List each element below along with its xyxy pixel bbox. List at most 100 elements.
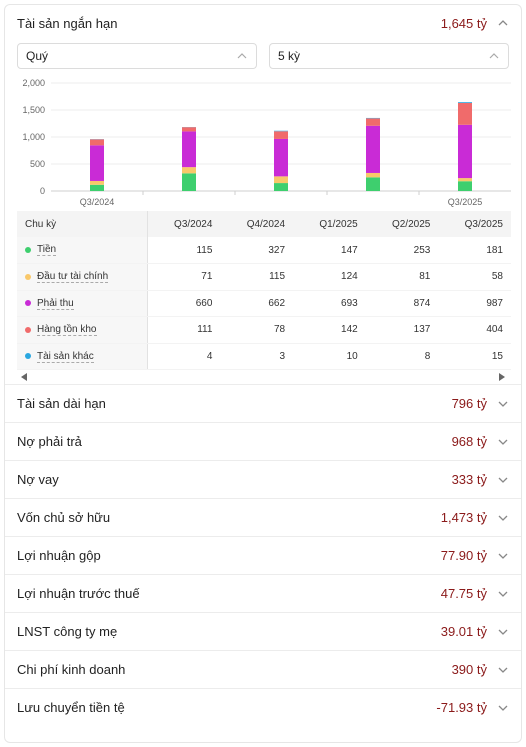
bar-segment	[90, 180, 104, 185]
table-row: Phải thu 660 662 693 874 987	[17, 290, 511, 317]
x-tick-label: Q3/2024	[80, 197, 115, 207]
row-label[interactable]: Hàng tồn kho	[37, 324, 97, 337]
section-value: 333 tỷ	[451, 472, 487, 487]
bar-segment	[90, 139, 104, 146]
section-title: Tài sản ngắn hạn	[17, 15, 118, 31]
table-cell: 10	[293, 343, 366, 370]
row-label[interactable]: Tiền	[37, 244, 57, 257]
table-cell: 3	[220, 343, 294, 370]
period-select-value: Quý	[26, 49, 49, 63]
row-label[interactable]: Phải thu	[37, 297, 74, 310]
y-tick-label: 500	[30, 159, 45, 169]
section-header[interactable]: Nợ vay 333 tỷ	[5, 460, 521, 498]
chevron-down-icon[interactable]	[497, 626, 509, 638]
chevron-down-icon[interactable]	[497, 512, 509, 524]
bar-segment	[458, 181, 472, 191]
section-value: -71.93 tỷ	[436, 700, 487, 715]
section-title: LNST công ty mẹ	[17, 624, 118, 639]
section-value: 390 tỷ	[451, 662, 487, 677]
section-value: 1,473 tỷ	[440, 510, 487, 525]
bar-segment	[182, 167, 196, 174]
chevron-down-icon[interactable]	[497, 702, 509, 714]
bar-segment	[274, 176, 288, 184]
bar-segment	[366, 177, 380, 191]
bar-segment	[182, 173, 196, 191]
section-header[interactable]: Lợi nhuận gộp 77.90 tỷ	[5, 536, 521, 574]
table-cell: 327	[220, 237, 294, 264]
section-title: Vốn chủ sở hữu	[17, 510, 111, 525]
legend-dot-icon	[25, 300, 31, 307]
section-header[interactable]: Chi phí kinh doanh 390 tỷ	[5, 650, 521, 688]
table-cell: 660	[146, 290, 221, 317]
section-value: 39.01 tỷ	[440, 624, 487, 639]
bar-segment	[366, 125, 380, 173]
scroll-left-icon[interactable]	[21, 373, 27, 381]
table-cell: 81	[365, 263, 439, 291]
chart-svg: 0 500 1,000 1,500 2,000 Q3/2024 Q3/2025	[22, 78, 511, 207]
table-row: Tiền 115 327 147 253 181	[17, 237, 511, 264]
section-header[interactable]: Tài sản dài hạn 796 tỷ	[5, 384, 521, 422]
chevron-down-icon[interactable]	[497, 664, 509, 676]
section-title: Lưu chuyển tiền tệ	[17, 700, 125, 715]
row-label[interactable]: Đầu tư tài chính	[37, 271, 109, 284]
table-cell: 137	[365, 316, 439, 344]
table-header-row: Chu kỳ Q3/2024 Q4/2024 Q1/2025 Q2/2025 Q3/20…	[17, 211, 511, 237]
table-cell: 147	[293, 237, 366, 264]
section-title: Lợi nhuận gộp	[17, 548, 101, 563]
section-value: 77.90 tỷ	[440, 548, 487, 563]
chevron-down-icon[interactable]	[497, 550, 509, 562]
table-header-col: Q4/2024	[220, 211, 294, 237]
bar-segment	[458, 178, 472, 182]
section-header[interactable]: Lợi nhuận trước thuế 47.75 tỷ	[5, 574, 521, 612]
table-row: Đầu tư tài chính 71 115 124 81 58	[17, 263, 511, 291]
chevron-down-icon[interactable]	[497, 436, 509, 448]
table-cell: 693	[293, 290, 366, 317]
table-cell: 404	[438, 316, 511, 344]
chevron-down-icon[interactable]	[497, 588, 509, 600]
bar-segment	[182, 131, 196, 168]
table-header-label: Chu kỳ	[17, 211, 147, 237]
section-header-short-term-assets[interactable]: Tài sản ngắn hạn 1,645 tỷ	[5, 5, 521, 41]
bar-segment	[274, 130, 288, 132]
section-value: 47.75 tỷ	[440, 586, 487, 601]
y-tick-label: 1,000	[22, 132, 45, 142]
bar-segment	[274, 138, 288, 177]
count-select-value: 5 kỳ	[278, 49, 301, 63]
table-cell: 142	[293, 316, 366, 344]
y-tick-label: 0	[40, 186, 45, 196]
bar-segment	[182, 127, 196, 132]
count-select[interactable]: 5 kỳ	[269, 43, 509, 69]
scroll-right-icon[interactable]	[499, 373, 505, 381]
stacked-bar-chart: 0 500 1,000 1,500 2,000 Q3/2024 Q3/2025	[5, 75, 521, 211]
row-label-cell: Tiền	[17, 237, 147, 264]
chevron-up-icon[interactable]	[497, 17, 509, 29]
table-cell: 115	[146, 237, 221, 264]
chevron-down-icon[interactable]	[497, 398, 509, 410]
bar-segment	[274, 131, 288, 139]
table-cell: 4	[146, 343, 221, 370]
table-header-col: Q2/2025	[365, 211, 439, 237]
chevron-down-icon[interactable]	[497, 474, 509, 486]
bar-segment	[90, 184, 104, 191]
section-title: Nợ phải trả	[17, 434, 82, 449]
filter-bar: Quý 5 kỳ	[5, 41, 521, 69]
section-header[interactable]: Nợ phải trả 968 tỷ	[5, 422, 521, 460]
period-select[interactable]: Quý	[17, 43, 257, 69]
section-header[interactable]: Vốn chủ sở hữu 1,473 tỷ	[5, 498, 521, 536]
table-cell: 8	[365, 343, 439, 370]
section-header[interactable]: Lưu chuyển tiền tệ -71.93 tỷ	[5, 688, 521, 726]
table-cell: 987	[438, 290, 511, 317]
table-cell: 71	[146, 263, 221, 291]
section-header[interactable]: LNST công ty mẹ 39.01 tỷ	[5, 612, 521, 650]
row-label-cell: Đầu tư tài chính	[17, 263, 147, 291]
bar-segment	[458, 102, 472, 103]
table-cell: 874	[365, 290, 439, 317]
table-scrollbar[interactable]	[5, 370, 521, 384]
table-cell: 15	[438, 343, 511, 370]
section-title: Nợ vay	[17, 472, 59, 487]
section-value: 968 tỷ	[451, 434, 487, 449]
financial-panel: Tài sản ngắn hạn 1,645 tỷ Quý 5 kỳ 0 500 1…	[4, 4, 522, 743]
bar-segment	[274, 183, 288, 191]
section-value: 1,645 tỷ	[440, 15, 487, 31]
row-label[interactable]: Tài sản khác	[37, 350, 94, 363]
